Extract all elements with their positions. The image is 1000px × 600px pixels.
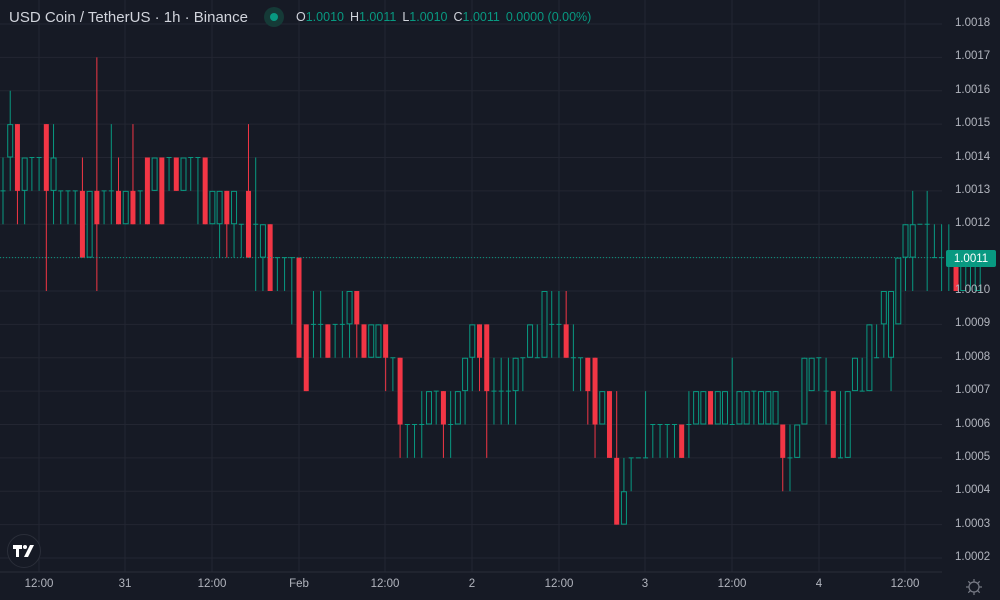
time-axis-label: 12:00	[890, 578, 920, 590]
time-axis-label: 31	[118, 578, 132, 590]
price-axis-label: 1.0005	[955, 450, 991, 463]
close-value: 1.0011	[462, 10, 500, 24]
ohlc-legend: O1.0010 H1.0011 L1.0010 C1.0011 0.0000 (…	[296, 10, 591, 24]
time-axis-label: 12:00	[544, 578, 574, 590]
price-axis-label: 1.0012	[955, 217, 991, 230]
time-axis-label: 12:00	[370, 578, 400, 590]
tradingview-logo-icon	[13, 545, 34, 557]
price-axis-label: 1.0002	[955, 551, 991, 563]
market-open-dot-icon	[270, 13, 278, 21]
time-axis-label: 12:00	[717, 578, 747, 590]
market-status-indicator[interactable]	[264, 7, 284, 27]
symbol-title[interactable]: USD Coin / TetherUS · 1h · Binance	[9, 8, 248, 26]
open-value: 1.0010	[305, 10, 344, 24]
price-axis-label: 1.0003	[955, 517, 991, 530]
price-axis-label: 1.0009	[955, 317, 991, 330]
time-axis-label: 3	[641, 578, 649, 590]
price-axis-label: 1.0008	[955, 350, 991, 363]
time-axis-label: 12:00	[197, 578, 227, 590]
chart-grid	[0, 0, 942, 572]
price-axis-label: 1.0006	[955, 417, 991, 430]
price-axis-label: 1.0017	[955, 50, 991, 63]
time-axis-label: 12:00	[24, 578, 54, 590]
high-value: 1.0011	[359, 10, 397, 24]
current-price-tag: 1.0011	[946, 250, 996, 267]
price-axis-label: 1.0004	[955, 484, 991, 497]
low-label: L	[402, 10, 410, 24]
time-axis-label: Feb	[289, 578, 309, 590]
price-axis-label: 1.0007	[955, 384, 991, 397]
candles	[0, 57, 981, 525]
settings-gear-icon[interactable]	[964, 577, 984, 597]
close-label: C	[453, 10, 463, 24]
time-axis-label: 4	[815, 578, 823, 590]
price-axis-label: 1.0013	[955, 183, 991, 196]
time-axis-label: 2	[468, 578, 476, 590]
open-label: O	[296, 10, 306, 24]
tradingview-logo[interactable]	[7, 534, 41, 568]
price-axis-label: 1.0016	[955, 83, 991, 96]
chart-header: USD Coin / TetherUS · 1h · Binance O1.00…	[9, 6, 591, 28]
price-axis-label: 1.0018	[955, 17, 991, 29]
price-axis-label: 1.0010	[955, 284, 991, 296]
change-value: 0.0000 (0.00%)	[505, 10, 592, 24]
high-label: H	[349, 10, 359, 24]
price-axis-label: 1.0014	[955, 150, 991, 163]
price-axis-label: 1.0015	[955, 117, 991, 130]
low-value: 1.0010	[409, 10, 448, 24]
